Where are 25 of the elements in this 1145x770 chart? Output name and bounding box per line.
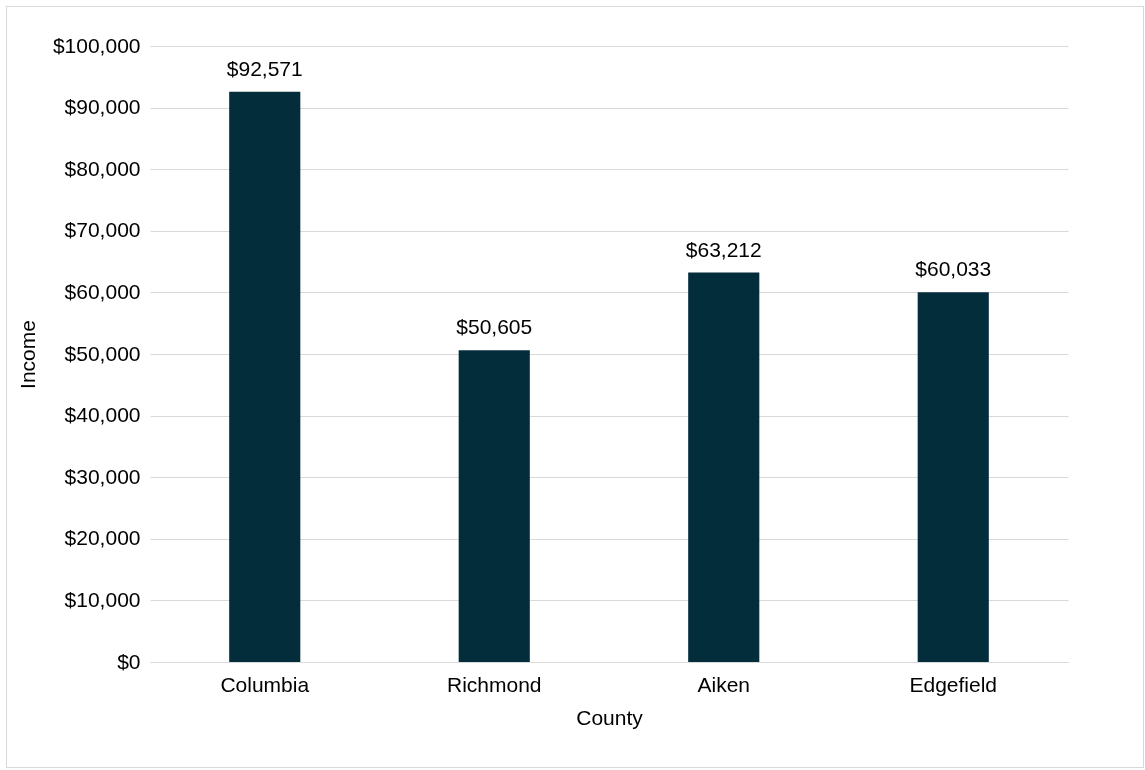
- y-tick-label: $80,000: [64, 156, 141, 180]
- x-tick-label: Richmond: [446, 672, 542, 696]
- data-label: $92,571: [226, 56, 303, 80]
- y-tick-label: $10,000: [64, 587, 141, 611]
- data-label: $50,605: [456, 315, 533, 339]
- y-tick-label: $100,000: [52, 33, 141, 57]
- x-tick-label: Aiken: [697, 672, 751, 696]
- y-tick-label: $40,000: [64, 403, 141, 427]
- bar: [229, 91, 301, 662]
- y-tick-label: $20,000: [64, 526, 141, 550]
- bar: [458, 350, 530, 662]
- data-label: $60,033: [915, 257, 992, 281]
- x-axis-title: County: [576, 705, 644, 729]
- y-tick-label: $60,000: [64, 279, 141, 303]
- y-tick-label: $70,000: [64, 218, 141, 242]
- y-tick-label: $90,000: [64, 95, 141, 119]
- x-tick-label: Columbia: [220, 672, 310, 696]
- y-tick-label: $30,000: [64, 464, 141, 488]
- bar: [688, 272, 760, 662]
- bar: [917, 292, 989, 662]
- y-axis-title: Income: [15, 320, 39, 389]
- y-tick-label: $0: [117, 649, 141, 673]
- x-tick-label: Edgefield: [909, 672, 998, 696]
- y-tick-label: $50,000: [64, 341, 141, 365]
- data-label: $63,212: [685, 237, 762, 261]
